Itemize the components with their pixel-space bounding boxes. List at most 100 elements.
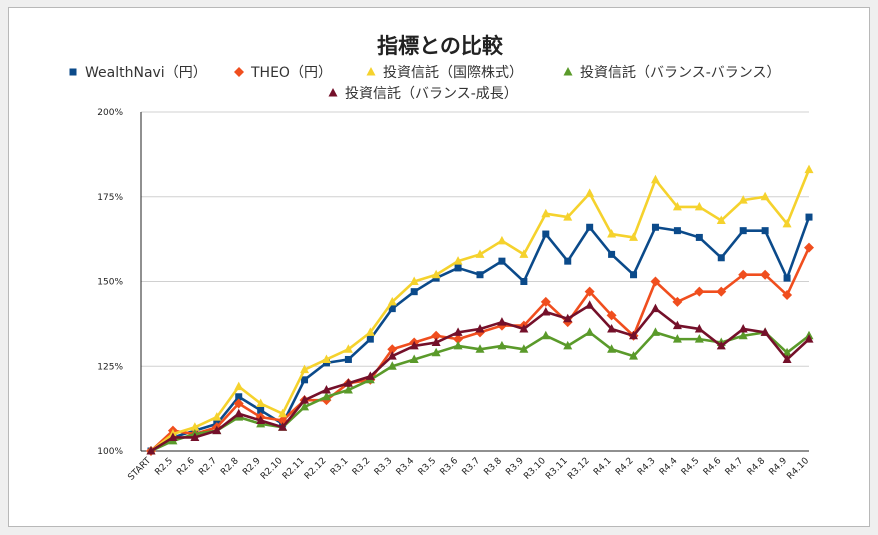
x-tick-label: R3.5 [417,456,439,478]
y-tick-label: 150% [97,278,123,288]
x-tick-label: R2.11 [281,456,307,482]
data-point [541,330,551,340]
data-point [235,393,243,401]
data-point [409,276,419,285]
data-point [607,229,617,238]
x-tick-label: R4.1 [592,456,614,478]
data-point [782,290,793,301]
data-point [387,344,398,355]
data-point [585,300,595,309]
data-point [388,305,396,313]
data-point [453,256,463,265]
data-point [497,317,507,326]
data-point [540,296,551,307]
data-point [476,271,484,279]
data-point [804,242,814,253]
data-point [563,313,573,323]
data-point [454,264,462,272]
x-tick-label: R3.1 [329,456,351,478]
data-point [300,401,310,411]
x-tick-label: R3.2 [351,456,373,478]
data-point [257,406,265,414]
data-point [760,269,771,280]
data-point [607,323,617,333]
x-tick-label: R3.12 [566,456,592,482]
data-point [564,257,572,265]
data-point [760,327,770,336]
x-tick-label: R4.6 [702,456,724,478]
data-point [650,303,660,313]
data-point [321,354,331,363]
data-point [431,269,441,279]
data-point [256,415,266,424]
data-point [630,271,638,279]
x-tick-label: R2.6 [175,456,197,478]
data-point [738,269,749,280]
data-point [387,351,397,360]
data-point [584,286,595,297]
data-point [761,227,769,235]
data-point [519,344,529,353]
data-point [278,422,288,431]
data-point [343,384,353,394]
data-point [586,223,594,231]
data-point [387,361,397,370]
data-point [453,334,464,345]
data-point [607,344,617,353]
data-point [650,174,660,184]
data-point [716,340,726,350]
data-point [650,276,661,287]
x-tick-label: R2.7 [197,456,219,478]
data-point [629,232,639,241]
data-point [431,330,442,341]
data-point [520,278,528,285]
data-point [410,288,418,296]
data-point [497,235,507,245]
data-point [321,384,331,394]
data-point [695,233,703,241]
data-point [344,355,352,363]
data-point [212,412,222,421]
data-point [234,408,244,418]
x-tick-label: R4.8 [746,456,768,478]
y-tick-label: 200% [97,108,123,118]
legend-label: 投資信託（バランス-成長） [345,86,518,102]
data-point [629,351,639,360]
data-point [409,354,419,363]
data-point [716,286,727,297]
data-point [717,254,725,262]
data-point [212,425,222,435]
data-point [542,230,550,238]
data-point [475,344,485,353]
data-point [739,227,747,235]
y-tick-label: 100% [97,447,123,457]
x-tick-label: R4.10 [785,456,811,482]
data-point [804,164,814,174]
data-point [606,310,617,321]
data-point [585,327,595,336]
x-tick-label: START [126,456,153,483]
data-point [343,344,353,353]
data-point [738,323,748,333]
data-point [234,381,244,391]
data-point [694,201,704,211]
x-tick-label: R4.7 [724,456,746,478]
data-point [608,250,616,258]
data-point [519,249,529,258]
data-point [301,376,309,384]
x-tick-label: R2.12 [303,456,329,482]
legend-label: WealthNavi（円） [85,65,207,81]
legend-marker [563,67,573,76]
legend-marker [328,88,338,97]
x-tick-label: R3.4 [395,456,417,478]
data-point [672,201,682,211]
data-point [519,323,529,333]
data-point [278,408,288,418]
data-point [650,327,660,336]
data-point [365,327,375,336]
x-tick-label: R4.3 [636,456,658,478]
x-tick-label: R4.2 [614,456,636,478]
data-point [497,340,507,350]
line-chart: 100%125%150%175%200%START R2.5 R2.6 R2.7 R2.… [69,65,814,483]
x-tick-label: R4.5 [680,456,702,478]
